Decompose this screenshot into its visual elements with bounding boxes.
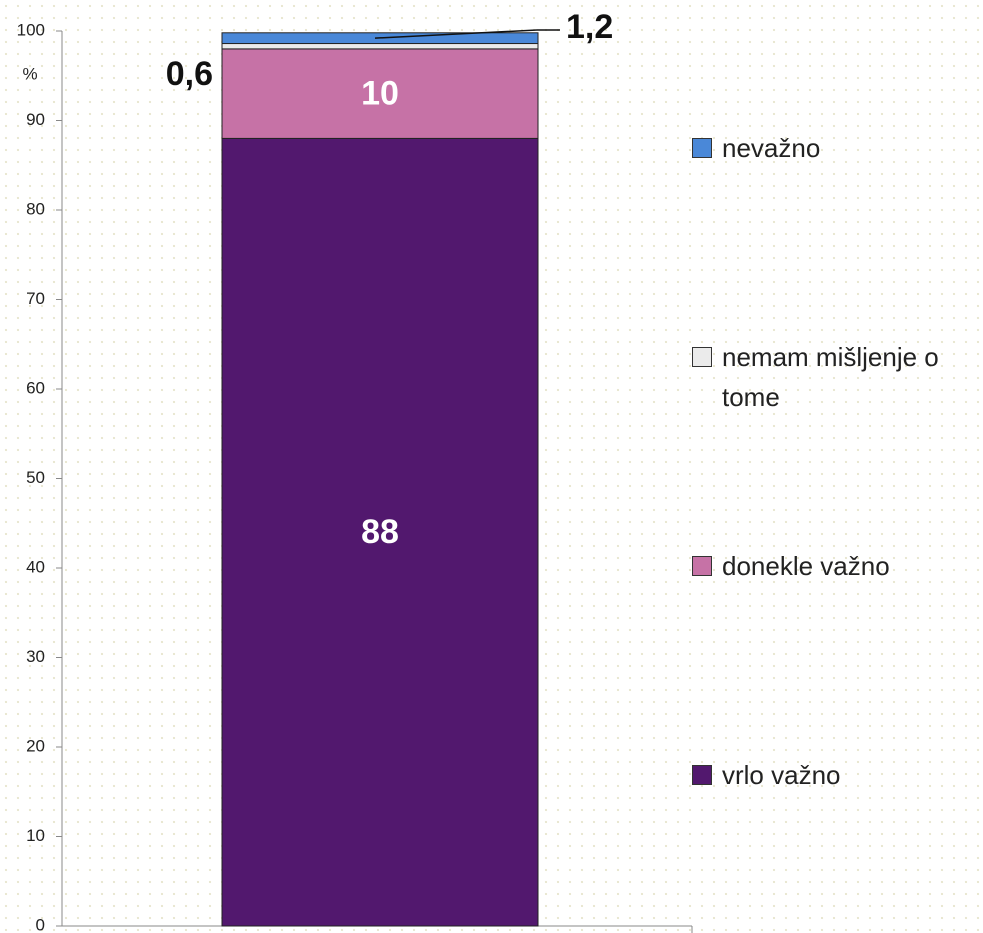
data-label: 1,2	[566, 8, 613, 46]
legend-label: nemam mišljenje o tome	[722, 342, 939, 412]
bar-segment	[221, 48, 539, 139]
y-tick-label: 0	[36, 915, 45, 933]
bar-segment	[221, 43, 539, 50]
legend-swatch	[692, 765, 712, 785]
data-label: 0,6	[166, 55, 213, 93]
legend-label: vrlo važno	[722, 760, 841, 790]
y-tick-label: 90	[26, 110, 45, 129]
y-tick-label: 40	[26, 557, 45, 576]
legend-item: donekle važno	[692, 546, 982, 586]
y-tick-label: 60	[26, 378, 45, 397]
legend-item: nemam mišljenje o tome	[692, 337, 982, 417]
data-label: 88	[361, 513, 399, 551]
y-tick-label: 50	[26, 468, 45, 487]
legend-swatch	[692, 138, 712, 158]
y-tick-label: 10	[26, 826, 45, 845]
y-tick-label: 20	[26, 736, 45, 755]
y-tick-label: 100	[17, 20, 45, 39]
legend-swatch	[692, 347, 712, 367]
data-label: 10	[361, 75, 399, 113]
legend-item: nevažno	[692, 128, 982, 168]
bar-segment	[221, 137, 539, 927]
y-tick-label: 80	[26, 199, 45, 218]
leader-line	[374, 29, 538, 39]
y-tick-label: 70	[26, 289, 45, 308]
legend-swatch	[692, 556, 712, 576]
legend-label: donekle važno	[722, 551, 890, 581]
y-axis-label: %	[22, 64, 37, 83]
legend-label: nevažno	[722, 133, 821, 163]
legend-item: vrlo važno	[692, 755, 982, 795]
y-tick-label: 30	[26, 647, 45, 666]
